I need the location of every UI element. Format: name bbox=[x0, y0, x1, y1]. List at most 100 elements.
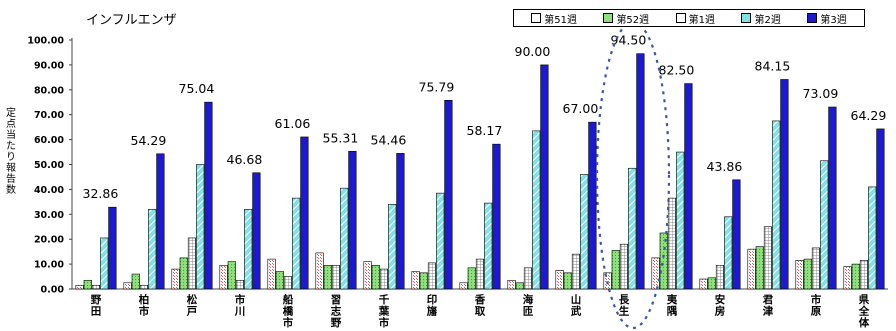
y-tick-label: 80.00 bbox=[34, 85, 64, 96]
y-tick-label: 10.00 bbox=[34, 260, 64, 271]
data-label: 54.46 bbox=[371, 132, 407, 147]
x-tick-label: 夷隅 bbox=[667, 293, 678, 318]
bar-w2-9 bbox=[484, 202, 493, 290]
bar-w51-10 bbox=[507, 279, 516, 290]
bar-w2-10 bbox=[532, 130, 541, 290]
bar-w2-17 bbox=[868, 186, 877, 290]
data-label: 94.50 bbox=[611, 33, 647, 48]
bar-w3-11 bbox=[588, 121, 597, 290]
bar-w52-10 bbox=[515, 282, 524, 290]
x-tick-label: 柏市 bbox=[139, 293, 150, 318]
bar-w1-16 bbox=[811, 247, 821, 290]
y-tick-label: 50.00 bbox=[34, 160, 64, 171]
bar-w52-17 bbox=[851, 263, 860, 290]
bar-w2-4 bbox=[244, 209, 253, 290]
data-label: 43.86 bbox=[707, 159, 743, 174]
bar-w1-14 bbox=[715, 265, 725, 290]
bar-w52-13 bbox=[659, 232, 668, 290]
bar-w3-16 bbox=[828, 106, 837, 290]
bar-w1-4 bbox=[235, 279, 245, 290]
y-tick-label: 30.00 bbox=[34, 210, 64, 221]
bar-w1-15 bbox=[763, 226, 773, 290]
bar-w2-12 bbox=[628, 167, 637, 290]
bar-w52-9 bbox=[467, 267, 476, 290]
bar-w3-15 bbox=[780, 79, 789, 290]
bar-w51-1 bbox=[75, 284, 84, 290]
legend-item-w2: 第2週 bbox=[741, 11, 781, 26]
data-label: 54.29 bbox=[131, 133, 167, 148]
y-tick-label: 40.00 bbox=[34, 185, 64, 196]
x-tick-label: 長生 bbox=[619, 294, 630, 318]
bar-w3-9 bbox=[492, 143, 501, 290]
bar-w51-17 bbox=[843, 266, 852, 290]
data-label: 90.00 bbox=[515, 44, 551, 59]
bar-w51-9 bbox=[459, 282, 468, 290]
data-label: 61.06 bbox=[275, 116, 311, 131]
chart-title: インフルエンザ bbox=[86, 13, 177, 28]
bar-w52-1 bbox=[83, 279, 92, 290]
bar-w1-5 bbox=[283, 276, 293, 290]
bar-w51-2 bbox=[123, 282, 132, 290]
legend-label-w51: 第51週 bbox=[544, 14, 577, 26]
bar-w52-12 bbox=[611, 250, 620, 290]
bar-w3-1 bbox=[108, 206, 117, 290]
x-tick-label: 県全体 bbox=[858, 294, 870, 329]
bar-w3-4 bbox=[252, 172, 261, 290]
bar-w2-16 bbox=[820, 160, 829, 290]
x-tick-label: 船橋市 bbox=[283, 293, 294, 329]
bar-w51-8 bbox=[411, 271, 420, 290]
legend-item-w51: 第51週 bbox=[531, 11, 577, 26]
bar-w52-14 bbox=[707, 277, 716, 290]
data-label: 73.09 bbox=[803, 86, 839, 101]
bar-w3-10 bbox=[540, 64, 549, 290]
bar-w52-11 bbox=[563, 272, 572, 290]
bar-w3-13 bbox=[684, 83, 693, 290]
data-label: 67.00 bbox=[563, 101, 599, 116]
bar-w52-15 bbox=[755, 246, 764, 290]
x-tick-label: 野田 bbox=[91, 294, 102, 318]
legend-label-w3: 第3週 bbox=[820, 14, 847, 26]
x-tick-label: 習志野 bbox=[331, 294, 342, 329]
bar-w1-12 bbox=[619, 243, 629, 290]
bar-w1-7 bbox=[379, 268, 389, 290]
bar-w1-9 bbox=[475, 258, 485, 290]
bar-w51-11 bbox=[555, 270, 564, 290]
legend-item-w1: 第1週 bbox=[675, 11, 716, 26]
bar-w3-2 bbox=[156, 153, 165, 290]
bar-w52-16 bbox=[803, 258, 812, 290]
data-label: 75.79 bbox=[419, 79, 455, 94]
x-tick-label: 海匝 bbox=[523, 293, 534, 318]
bar-w1-13 bbox=[667, 197, 677, 290]
bar-w2-15 bbox=[772, 120, 781, 290]
bar-w2-8 bbox=[436, 192, 445, 290]
data-label: 32.86 bbox=[83, 186, 119, 201]
x-tick-label: 松戸 bbox=[186, 293, 198, 318]
bar-w51-14 bbox=[699, 278, 708, 290]
bar-w3-3 bbox=[204, 101, 213, 290]
bar-w3-8 bbox=[444, 99, 453, 290]
x-tick-label: 香取 bbox=[474, 293, 486, 318]
bar-w51-3 bbox=[171, 268, 180, 290]
x-tick-label: 山武 bbox=[571, 293, 582, 318]
bar-w3-14 bbox=[732, 179, 741, 290]
bar-w51-15 bbox=[747, 248, 756, 290]
legend-label-w1: 第1週 bbox=[688, 14, 716, 26]
bar-w2-11 bbox=[580, 174, 589, 290]
bar-w51-6 bbox=[315, 252, 324, 290]
x-tick-label: 千葉市 bbox=[378, 293, 390, 329]
bar-w1-1 bbox=[91, 284, 101, 290]
legend-item-w3: 第3週 bbox=[807, 11, 847, 26]
y-tick-label: 60.00 bbox=[34, 135, 64, 146]
bar-w52-4 bbox=[227, 261, 236, 290]
bar-w3-12 bbox=[636, 53, 645, 290]
data-label: 82.50 bbox=[659, 63, 695, 78]
x-tick-label: 市川 bbox=[234, 293, 246, 318]
bar-w2-2 bbox=[148, 209, 157, 290]
y-tick-label: 100.00 bbox=[27, 36, 64, 47]
bar-w51-13 bbox=[651, 257, 660, 290]
data-label: 64.29 bbox=[851, 108, 887, 123]
bar-w2-6 bbox=[340, 187, 349, 290]
bar-w1-8 bbox=[427, 262, 437, 290]
x-tick-label: 印旛 bbox=[427, 294, 438, 318]
